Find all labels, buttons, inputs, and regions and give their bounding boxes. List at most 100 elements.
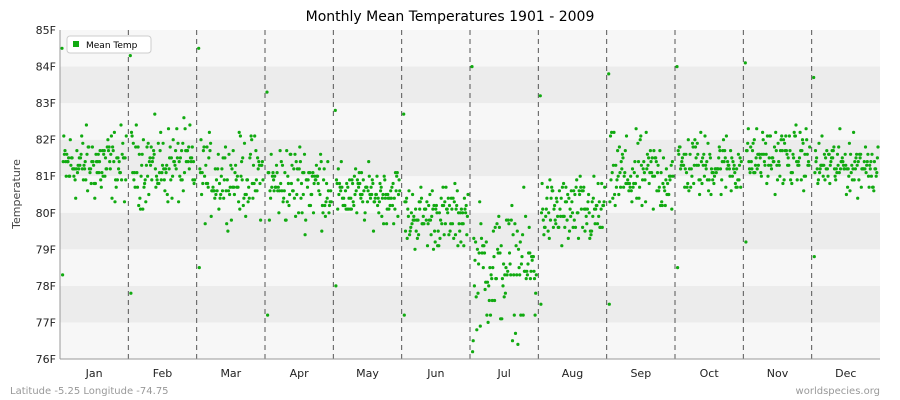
data-point: [229, 218, 233, 222]
data-point: [129, 291, 133, 295]
data-point: [490, 298, 494, 303]
data-point: [306, 178, 310, 182]
data-point: [222, 178, 226, 182]
data-point: [846, 167, 850, 171]
data-point: [433, 240, 437, 244]
data-point: [214, 192, 218, 197]
data-point: [777, 160, 781, 164]
data-point: [146, 141, 150, 145]
data-point: [292, 167, 296, 171]
data-point: [660, 200, 664, 204]
data-point: [870, 152, 874, 156]
data-point: [600, 181, 604, 186]
data-point: [635, 174, 639, 178]
data-point: [85, 152, 89, 156]
data-point: [120, 152, 124, 156]
data-point: [185, 149, 190, 153]
data-point: [737, 178, 741, 182]
data-point: [662, 185, 666, 189]
data-point: [849, 171, 853, 175]
data-point: [689, 185, 693, 189]
data-point: [381, 192, 385, 197]
data-point: [137, 203, 141, 208]
data-point: [818, 167, 822, 171]
data-point: [787, 134, 792, 138]
data-point: [118, 171, 122, 175]
data-point: [395, 171, 399, 175]
data-point: [548, 178, 552, 182]
data-point: [450, 222, 455, 226]
data-point: [720, 178, 724, 182]
data-point: [840, 156, 844, 160]
data-point: [147, 192, 151, 197]
data-point: [217, 207, 221, 211]
data-point: [797, 156, 802, 160]
data-point: [507, 222, 511, 226]
data-point: [643, 178, 647, 182]
data-point: [146, 174, 150, 178]
data-point: [145, 145, 149, 149]
data-point: [371, 229, 376, 233]
data-point: [755, 167, 759, 171]
data-point: [294, 214, 298, 218]
data-point: [762, 160, 767, 164]
data-point: [149, 145, 153, 149]
data-point: [335, 181, 339, 186]
data-point: [738, 156, 742, 160]
data-point: [92, 163, 96, 167]
data-point: [355, 178, 359, 182]
data-point: [624, 134, 629, 138]
data-point: [596, 181, 600, 186]
data-point: [394, 189, 398, 193]
data-point: [731, 160, 735, 164]
data-point: [592, 174, 596, 178]
data-point: [813, 149, 818, 153]
data-point: [827, 152, 831, 156]
data-point: [519, 313, 523, 317]
data-point: [876, 145, 880, 149]
data-point: [513, 222, 517, 226]
data-point: [285, 149, 289, 153]
data-point: [445, 207, 449, 211]
data-point: [696, 152, 700, 156]
data-point: [143, 181, 147, 186]
data-point: [223, 156, 227, 160]
data-point: [115, 178, 119, 182]
data-point: [166, 200, 170, 204]
data-point: [617, 192, 621, 197]
data-point: [525, 273, 530, 277]
data-point: [390, 185, 394, 189]
data-point: [781, 138, 786, 142]
data-point: [181, 141, 185, 145]
data-point: [610, 171, 614, 175]
data-point: [97, 160, 102, 164]
data-point: [487, 298, 491, 303]
x-tick-label: Oct: [700, 367, 720, 380]
data-point: [676, 266, 680, 270]
data-point: [357, 171, 361, 175]
data-point: [178, 174, 182, 178]
data-point: [647, 156, 651, 160]
data-point: [442, 203, 446, 208]
data-point: [175, 127, 179, 131]
data-point: [96, 152, 100, 156]
data-point: [252, 181, 256, 186]
data-point: [62, 152, 66, 156]
data-point: [733, 181, 738, 186]
data-point: [171, 174, 175, 178]
data-point: [504, 266, 508, 270]
data-point: [61, 160, 65, 164]
data-point: [103, 174, 107, 178]
data-point: [117, 167, 121, 171]
data-point: [505, 273, 509, 277]
data-point: [649, 160, 653, 164]
data-point: [283, 171, 287, 175]
data-point: [464, 203, 468, 208]
data-point: [345, 181, 349, 186]
data-point: [406, 214, 410, 218]
data-point: [807, 163, 811, 167]
data-point: [765, 181, 769, 186]
data-point: [813, 171, 817, 175]
data-point: [735, 185, 739, 189]
data-point: [600, 225, 604, 229]
